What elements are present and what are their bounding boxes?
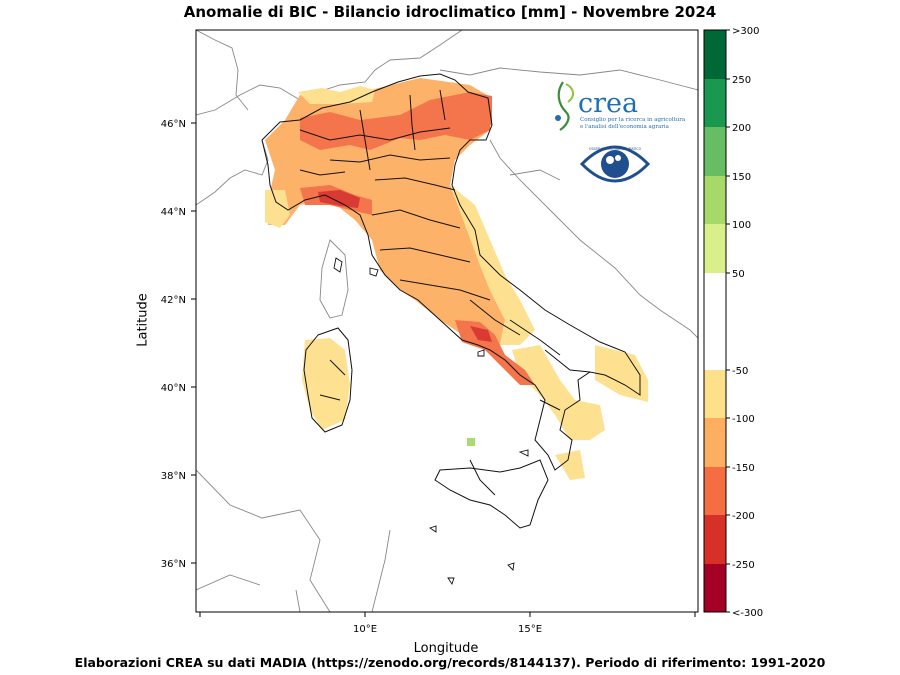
colorbar-label: -250 (732, 560, 755, 571)
islands (333, 257, 529, 586)
map-frame (195, 29, 699, 613)
colorbar-label: -200 (732, 511, 755, 522)
colorbar-label: -150 (732, 463, 755, 474)
map-area (196, 30, 698, 612)
colorbar: >300 250 200 150 100 50 -50 -100 -150 -2… (703, 26, 763, 619)
x-tick-label: 10°E (353, 624, 377, 635)
y-tick-label: 36°N (161, 559, 186, 570)
y-tick-label: 38°N (161, 471, 186, 482)
footer-credits: Elaborazioni CREA su dati MADIA (https:/… (74, 655, 826, 670)
colorbar-label: 50 (732, 269, 745, 280)
anomaly-raster (265, 78, 648, 480)
y-tick-label: 40°N (161, 383, 186, 394)
italy-borders (261, 73, 641, 529)
y-axis-label: Latitude (135, 293, 151, 347)
y-ticks: 46°N 44°N 42°N 40°N 38°N 36°N (161, 119, 196, 570)
crea-tagline-2: e l'analisi dell'economia agraria (580, 124, 670, 130)
colorbar-label: 250 (732, 75, 751, 86)
colorbar-label: -50 (732, 366, 748, 377)
coastlines (196, 30, 698, 612)
crea-logo: crea Consiglio per la ricerca in agricol… (555, 81, 686, 131)
observatory-badge-text: OSSERVATORIO AGROCLIMATICO (589, 147, 642, 151)
y-tick-label: 44°N (161, 207, 186, 218)
observatory-eye-icon: OSSERVATORIO AGROCLIMATICO (579, 145, 651, 183)
y-tick-label: 42°N (161, 295, 186, 306)
crea-tagline-1: Consiglio per la ricerca in agricoltura (580, 117, 686, 123)
x-ticks: 10°E 15°E (199, 612, 696, 635)
colorbar-label: 100 (732, 220, 751, 231)
crea-logo-text: crea (578, 88, 638, 119)
colorbar-label: 200 (732, 123, 751, 134)
x-axis-label: Longitude (413, 641, 479, 656)
y-tick-label: 46°N (161, 119, 186, 130)
colorbar-label: -100 (732, 414, 755, 425)
x-tick-label: 15°E (518, 624, 542, 635)
colorbar-label: >300 (732, 26, 759, 37)
colorbar-label: 150 (732, 172, 751, 183)
colorbar-label: <-300 (732, 608, 763, 619)
map-title: Anomalie di BIC - Bilancio idroclimatico… (183, 3, 717, 21)
